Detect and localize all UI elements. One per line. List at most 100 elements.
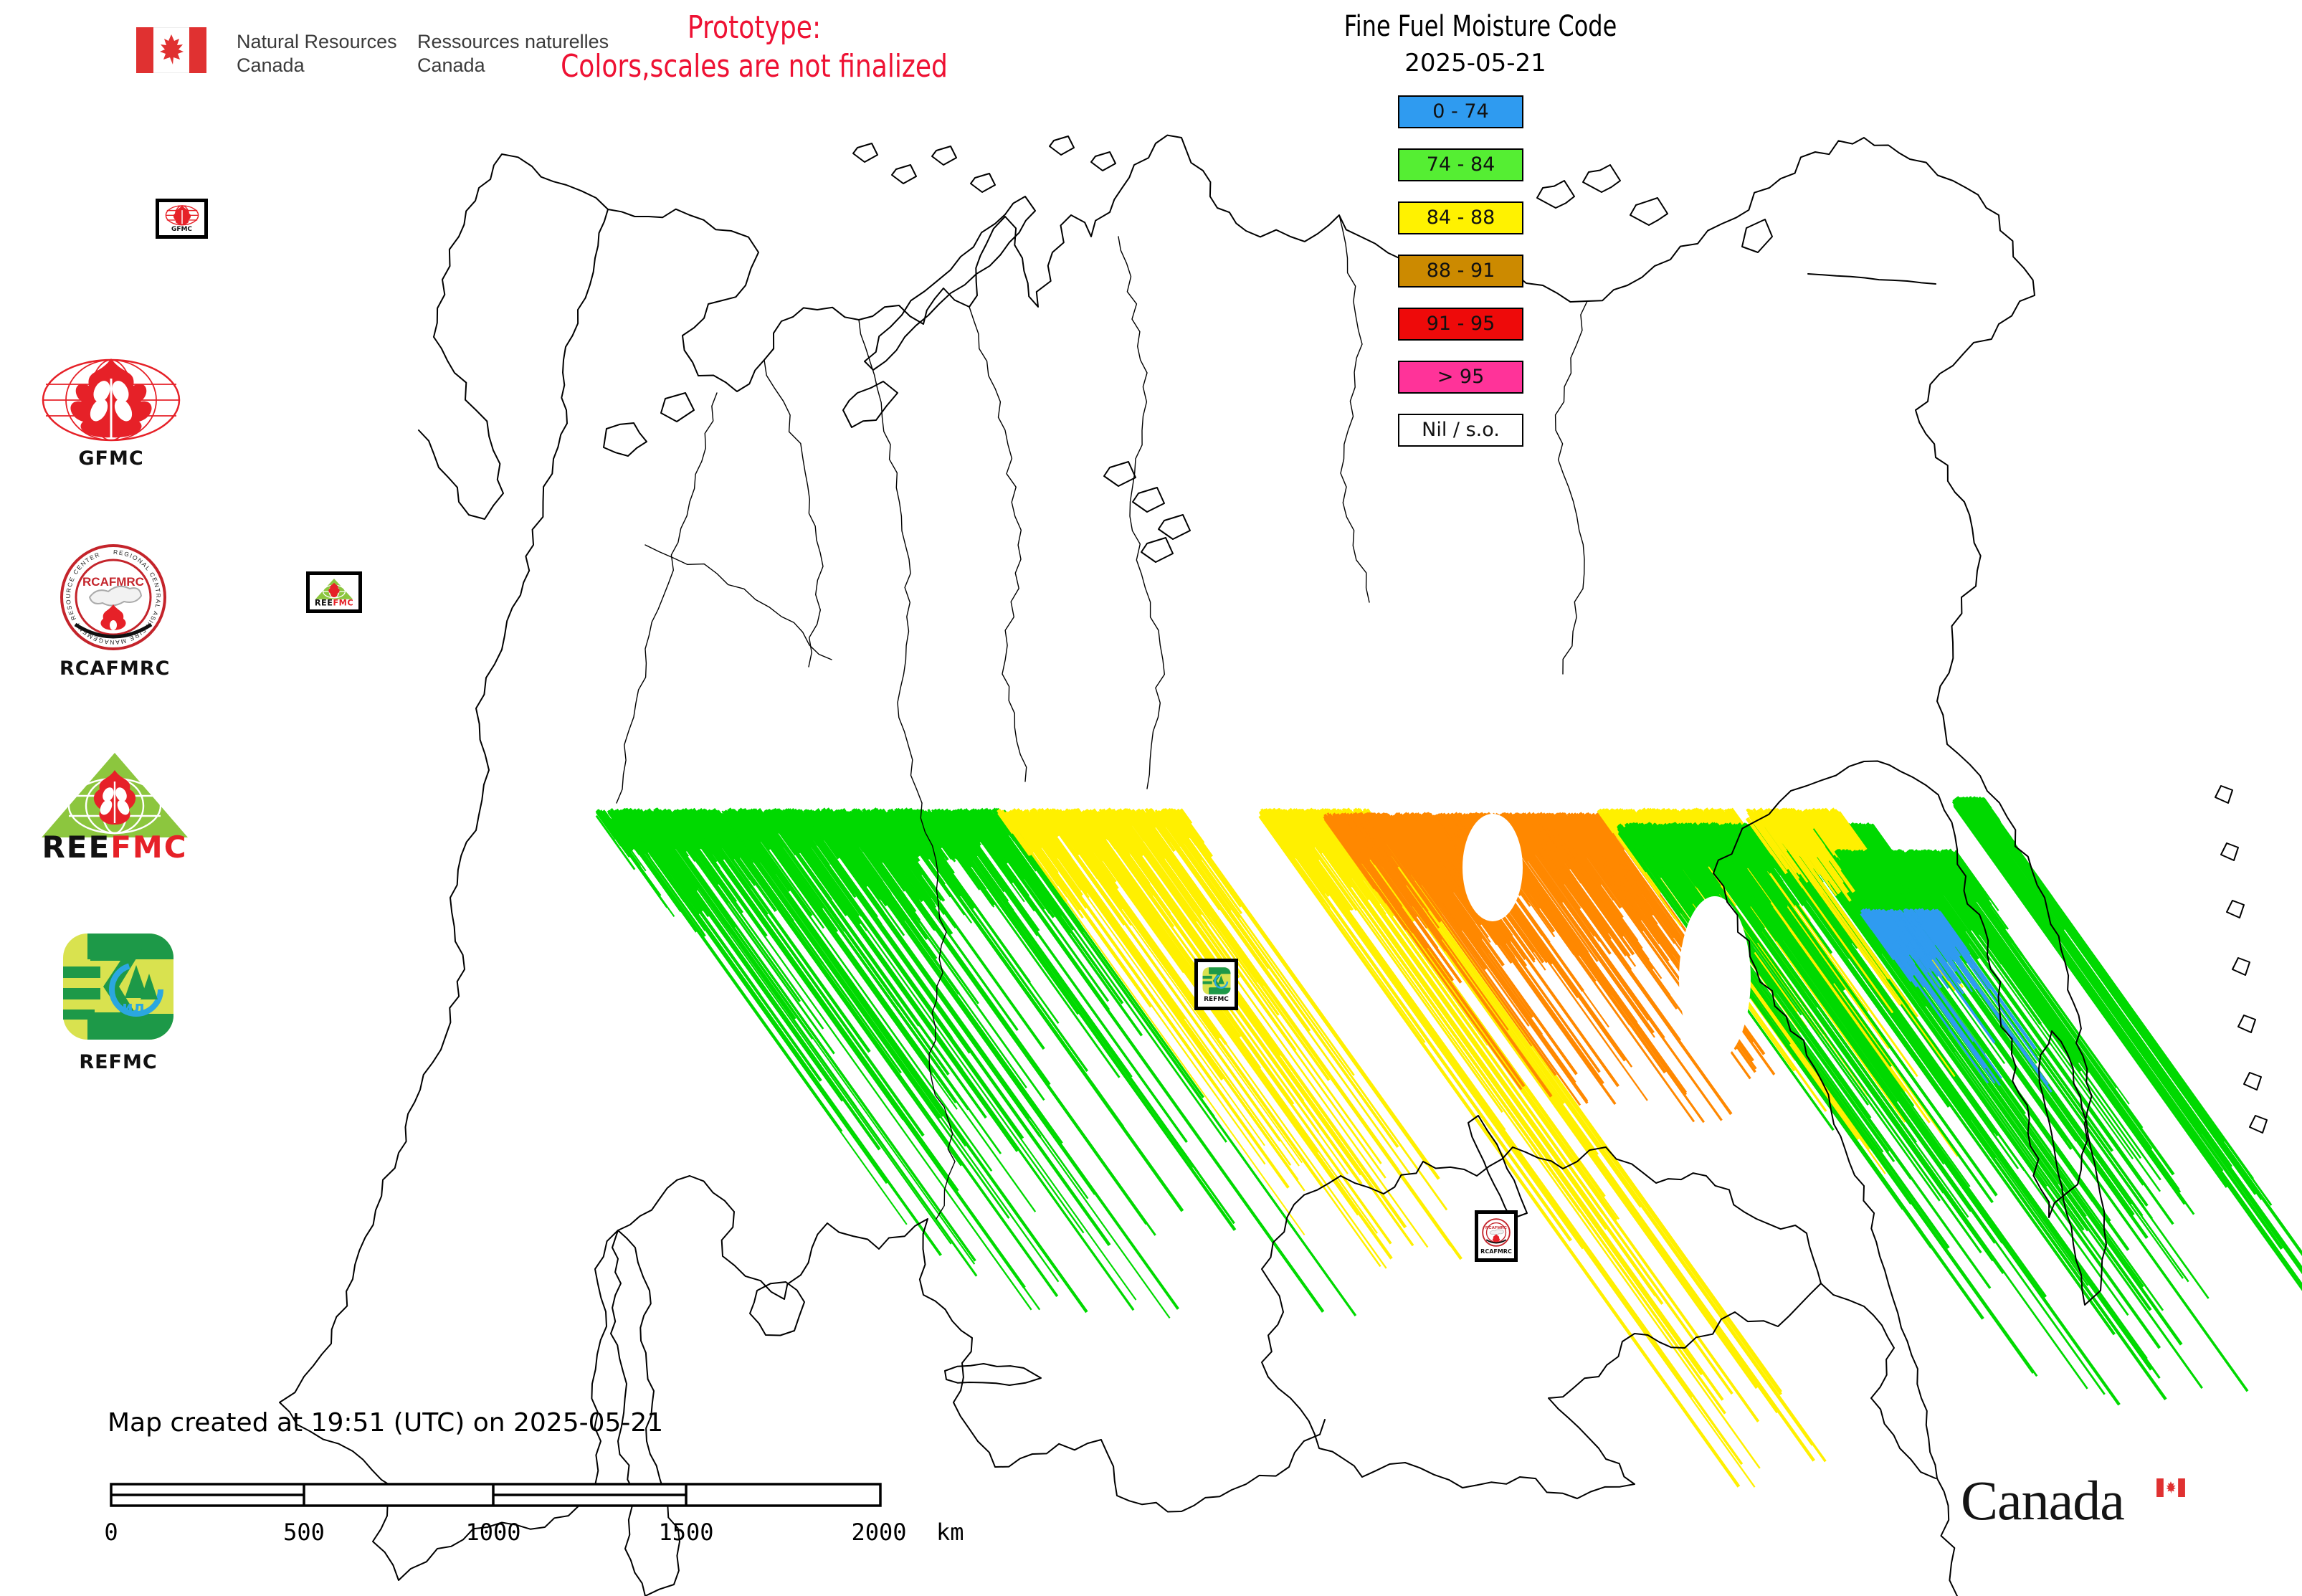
- reefmc-marker-black: REE: [315, 598, 333, 607]
- refmc-logo-label: REFMC: [79, 1051, 158, 1073]
- region-border-1: [616, 392, 718, 804]
- kuril-island-3: [2232, 957, 2250, 976]
- signature-en-line2: Canada: [237, 54, 305, 76]
- signature-fr-line1: Ressources naturelles: [417, 31, 609, 52]
- aral-sea: [749, 1281, 805, 1336]
- franz-josef-island-5: [1090, 151, 1116, 171]
- signature-french: Ressources naturelles Canada: [417, 30, 609, 77]
- gfmc-logo: GFMC: [36, 357, 186, 470]
- legend-item-1: 74 - 84: [1398, 148, 1523, 181]
- lake-onega: [660, 392, 695, 422]
- gfmc-marker-label: GFMC: [171, 225, 193, 233]
- gfmc-mini-icon: [165, 204, 199, 225]
- rcafmrc-logo-label: RCAFMRC: [60, 657, 171, 680]
- franz-josef-island-4: [1049, 136, 1075, 156]
- severnaya-zemlya-island-1: [1132, 487, 1165, 513]
- western-borders: [279, 458, 589, 1581]
- novaya-zemlya-south: [842, 381, 898, 428]
- mongolia-border: [1261, 1146, 1822, 1499]
- canada-flag-icon: [136, 27, 206, 73]
- lake-ladoga: [603, 422, 647, 457]
- new-siberian-island-0: [1536, 180, 1575, 209]
- reefmc-mini-icon: REEFMC: [315, 579, 353, 607]
- svg-text:REEFMC: REEFMC: [315, 598, 353, 607]
- kuril-island-6: [2249, 1115, 2268, 1134]
- scale-bar-graphic: [110, 1483, 882, 1507]
- refmc-map-marker: REFMC: [1194, 959, 1238, 1010]
- kuril-island-2: [2226, 900, 2245, 918]
- baltic-coast: [418, 336, 504, 520]
- reefmc-triangle-icon: REEFMC: [42, 753, 188, 862]
- refmc-sigma-icon: ил: [63, 934, 173, 1040]
- region-border-4: [969, 306, 1027, 782]
- region-border-2: [764, 359, 824, 668]
- novaya-zemlya-north: [864, 196, 1036, 371]
- reefmc-map-marker: REEFMC: [306, 571, 362, 613]
- refmc-logo: ил REFMC: [62, 932, 175, 1073]
- signature-en-line1: Natural Resources: [237, 31, 397, 52]
- svg-text:RCAFMRC: RCAFMRC: [1485, 1226, 1508, 1230]
- new-siberian-island-1: [1582, 164, 1621, 193]
- reefmc-text-red: FMC: [110, 830, 187, 862]
- signature-english: Natural Resources Canada: [237, 30, 397, 77]
- region-border-5: [920, 802, 956, 1220]
- refmc-mini-icon: [1202, 966, 1230, 994]
- legend-item-2: 84 - 88: [1398, 201, 1523, 234]
- gfmc-logo-label: GFMC: [78, 447, 144, 470]
- nrcan-signature: Natural Resources Canada Ressources natu…: [136, 26, 609, 83]
- legend-item-0: 0 - 74: [1398, 95, 1523, 128]
- region-border-8: [1338, 214, 1370, 603]
- legend-item-5: > 95: [1398, 361, 1523, 394]
- severnaya-zemlya-island-2: [1158, 514, 1191, 540]
- finland-border: [553, 209, 609, 460]
- kuril-island-5: [2243, 1072, 2262, 1091]
- caspian-sea: [610, 1230, 680, 1596]
- wordmark-flag-icon: [2156, 1478, 2185, 1497]
- rcafmrc-mini-icon: RCAFMRC: [1482, 1218, 1511, 1247]
- region-border-9: [1554, 300, 1588, 675]
- ffmc-data-streaks: [595, 796, 2302, 1488]
- franz-josef-island-2: [931, 146, 957, 166]
- ffmc-legend: 0 - 74 74 - 84 84 - 88 88 - 91 91 - 95 > 95 Ni…: [1398, 95, 1523, 480]
- rcafmrc-seal-icon: REGIONAL CENTRAL ASIA FIRE MANAGEMENT RE…: [60, 544, 166, 650]
- scale-tick-label-3: 1500: [658, 1519, 714, 1546]
- kuril-island-4: [2237, 1015, 2256, 1033]
- data-gap-ovals: [1462, 814, 1751, 1061]
- franz-josef-island-0: [852, 143, 878, 163]
- refmc-marker-label: REFMC: [1204, 995, 1229, 1003]
- ffmc-streak-region-yellow-west: [997, 807, 1462, 1269]
- china-border: [1820, 1283, 1936, 1479]
- prototype-line2: Colors,scales are not finalized: [561, 47, 948, 85]
- scale-tick-label-1: 500: [283, 1519, 325, 1546]
- ffmc-streak-region-green-kamchatka: [1951, 796, 2302, 1291]
- created-timestamp: Map created at 19:51 (UTC) on 2025-05-21: [108, 1408, 664, 1438]
- ffmc-streak-region-green-west: [595, 807, 1357, 1319]
- mainland-coastline: [433, 134, 2093, 1596]
- scale-tick-label-0: 0: [104, 1519, 118, 1546]
- kuril-island-1: [2220, 842, 2239, 861]
- kazakhstan-border: [587, 1175, 1326, 1513]
- rcafmrc-inner-text: RCAFMRC: [82, 575, 144, 589]
- ffmc-streak-region-blue-patch: [1860, 908, 2053, 1093]
- gfmc-globe-flame-icon: [42, 358, 181, 442]
- wrangel-island: [1741, 219, 1773, 253]
- scale-tick-label-4: 2000: [851, 1519, 907, 1546]
- franz-josef-island-1: [891, 164, 917, 184]
- refmc-inner-text: ил: [122, 999, 145, 1017]
- lake-balkhash: [944, 1363, 1042, 1386]
- scale-unit-label: km: [936, 1519, 964, 1546]
- prototype-warning: Prototype: Colors,scales are not finaliz…: [467, 9, 1041, 85]
- sakhalin-island: [2038, 1030, 2107, 1306]
- map-date: 2025-05-21: [1404, 49, 1546, 77]
- svg-text:REEFMC: REEFMC: [42, 830, 187, 862]
- prototype-line1: Prototype:: [687, 9, 822, 46]
- severnaya-zemlya-island-0: [1103, 461, 1136, 487]
- legend-item-6: Nil / s.o.: [1398, 414, 1523, 447]
- canada-wordmark: Canada: [1961, 1468, 2262, 1554]
- legend-item-3: 88 - 91: [1398, 255, 1523, 288]
- coastlines-and-borders: [279, 134, 2268, 1596]
- kuril-island-0: [2215, 785, 2233, 804]
- signature-fr-line2: Canada: [417, 54, 485, 76]
